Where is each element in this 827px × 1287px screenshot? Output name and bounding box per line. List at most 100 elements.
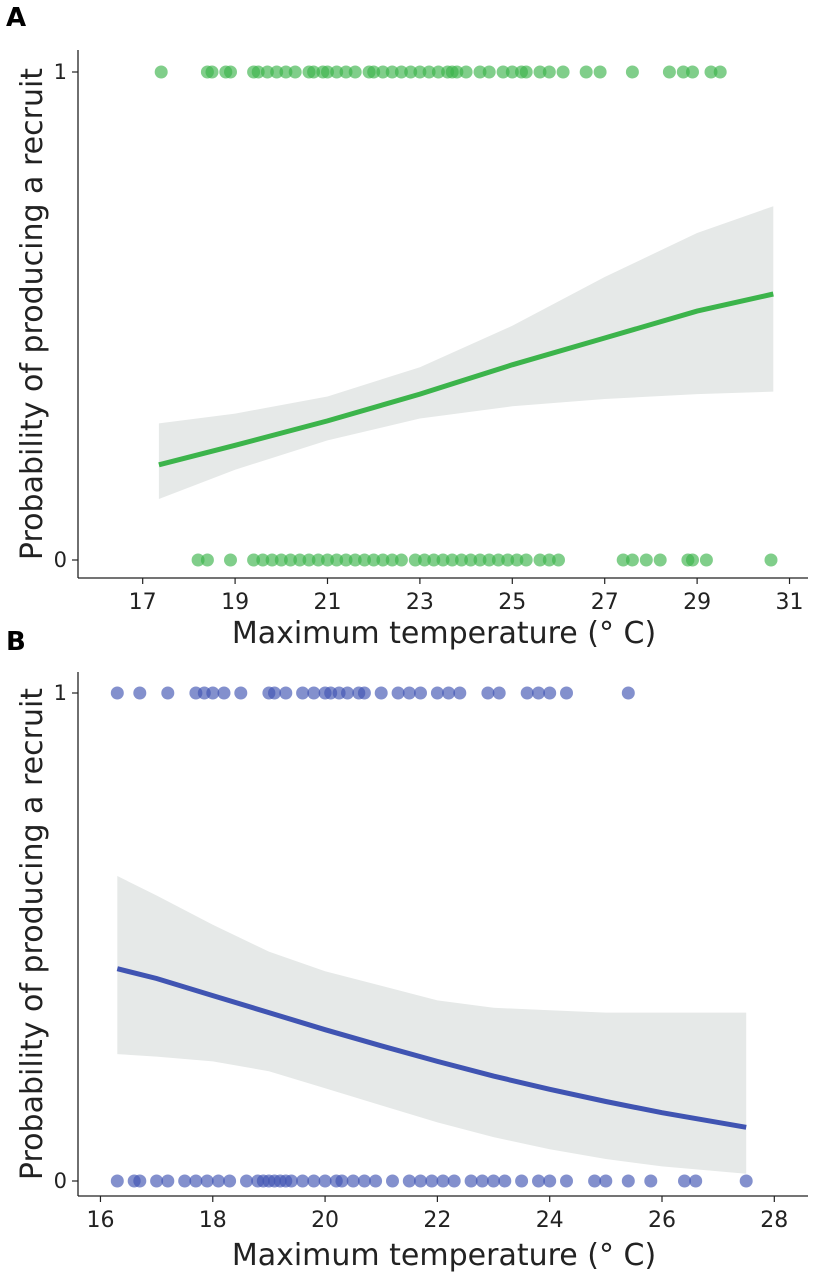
data-point [200, 1174, 214, 1188]
data-point [492, 686, 506, 700]
data-point [436, 553, 450, 567]
data-point [307, 1174, 321, 1188]
data-point [178, 1174, 192, 1188]
data-point [599, 1174, 613, 1188]
data-point [481, 686, 495, 700]
data-point [357, 686, 371, 700]
data-point [593, 65, 607, 79]
y-tick-label: 1 [54, 681, 67, 705]
data-point [704, 65, 718, 79]
data-point [482, 553, 496, 567]
data-point [296, 1174, 310, 1188]
data-point [358, 553, 371, 567]
panel-a-x-axis-label: Maximum temperature (° C) [232, 616, 656, 651]
data-point [357, 1174, 371, 1188]
data-point [542, 553, 556, 567]
data-point [296, 686, 310, 700]
data-point [464, 1174, 478, 1188]
x-tick-label: 25 [498, 590, 526, 615]
data-point [279, 686, 293, 700]
data-point [764, 553, 778, 567]
data-point [413, 65, 427, 79]
x-tick-label: 16 [86, 1208, 114, 1233]
data-point [653, 553, 667, 567]
data-point [464, 553, 478, 567]
data-point [625, 553, 639, 567]
data-point [418, 553, 431, 567]
data-point [473, 553, 487, 567]
data-point [346, 1174, 360, 1188]
data-point [496, 65, 510, 79]
panel-a-fit-line [158, 291, 774, 468]
data-point [268, 686, 281, 700]
data-point [533, 65, 547, 79]
data-point [293, 553, 307, 567]
data-point [335, 1174, 349, 1188]
data-point [450, 65, 464, 79]
data-point [251, 65, 265, 79]
data-point [425, 1174, 439, 1188]
data-point [430, 686, 444, 700]
data-point [341, 686, 354, 700]
data-point [330, 65, 344, 79]
data-point [376, 65, 390, 79]
data-point [427, 553, 441, 567]
data-point [260, 65, 274, 79]
data-point [447, 1174, 461, 1188]
data-point [678, 1174, 691, 1188]
data-point [234, 686, 248, 700]
data-point [339, 553, 353, 567]
panel-a-axes: 17 19 21 23 25 27 29 31 0 1 [54, 50, 808, 615]
data-point [376, 553, 390, 567]
data-point [161, 1174, 175, 1188]
panel-b-confidence-band [117, 876, 747, 1174]
data-point [616, 553, 630, 567]
data-point [510, 553, 524, 567]
data-point [442, 686, 456, 700]
data-point [519, 553, 533, 567]
panel-b-points [110, 686, 753, 1188]
data-point [414, 686, 427, 700]
data-point [621, 1174, 635, 1188]
data-point [644, 1174, 658, 1188]
x-tick-label: 28 [760, 1208, 788, 1233]
data-point [133, 686, 147, 700]
data-point [367, 65, 381, 79]
y-tick-label: 1 [54, 60, 67, 84]
panel-b-fit-curve [116, 966, 747, 1130]
data-point [491, 553, 505, 567]
x-tick-label: 22 [423, 1208, 451, 1233]
data-point [279, 65, 293, 79]
data-point [374, 686, 388, 700]
data-point [699, 553, 713, 567]
data-point [532, 1174, 545, 1188]
data-point [459, 65, 473, 79]
data-point [339, 65, 353, 79]
data-point [588, 1174, 602, 1188]
data-point [110, 1174, 124, 1188]
data-point [408, 553, 422, 567]
data-point [402, 686, 416, 700]
data-point [498, 1174, 512, 1188]
data-point [404, 65, 418, 79]
data-point [191, 553, 205, 567]
data-point [284, 1174, 298, 1188]
data-point [515, 1174, 529, 1188]
y-tick-label: 0 [54, 1169, 67, 1193]
data-point [189, 1174, 203, 1188]
data-point [274, 553, 288, 567]
data-point [556, 65, 570, 79]
data-point [487, 1174, 500, 1188]
x-tick-label: 31 [776, 590, 804, 615]
data-point [307, 65, 321, 79]
x-tick-label: 23 [406, 590, 434, 615]
panel-a: A 17 19 21 23 25 27 29 31 0 1 Maximum temperature… [6, 3, 808, 651]
data-point [689, 1174, 703, 1188]
data-point [321, 65, 334, 79]
x-tick-label: 21 [313, 590, 341, 615]
data-point [223, 1174, 237, 1188]
data-point [475, 1174, 489, 1188]
data-point [284, 553, 297, 567]
data-point [520, 686, 534, 700]
data-point [110, 686, 124, 700]
